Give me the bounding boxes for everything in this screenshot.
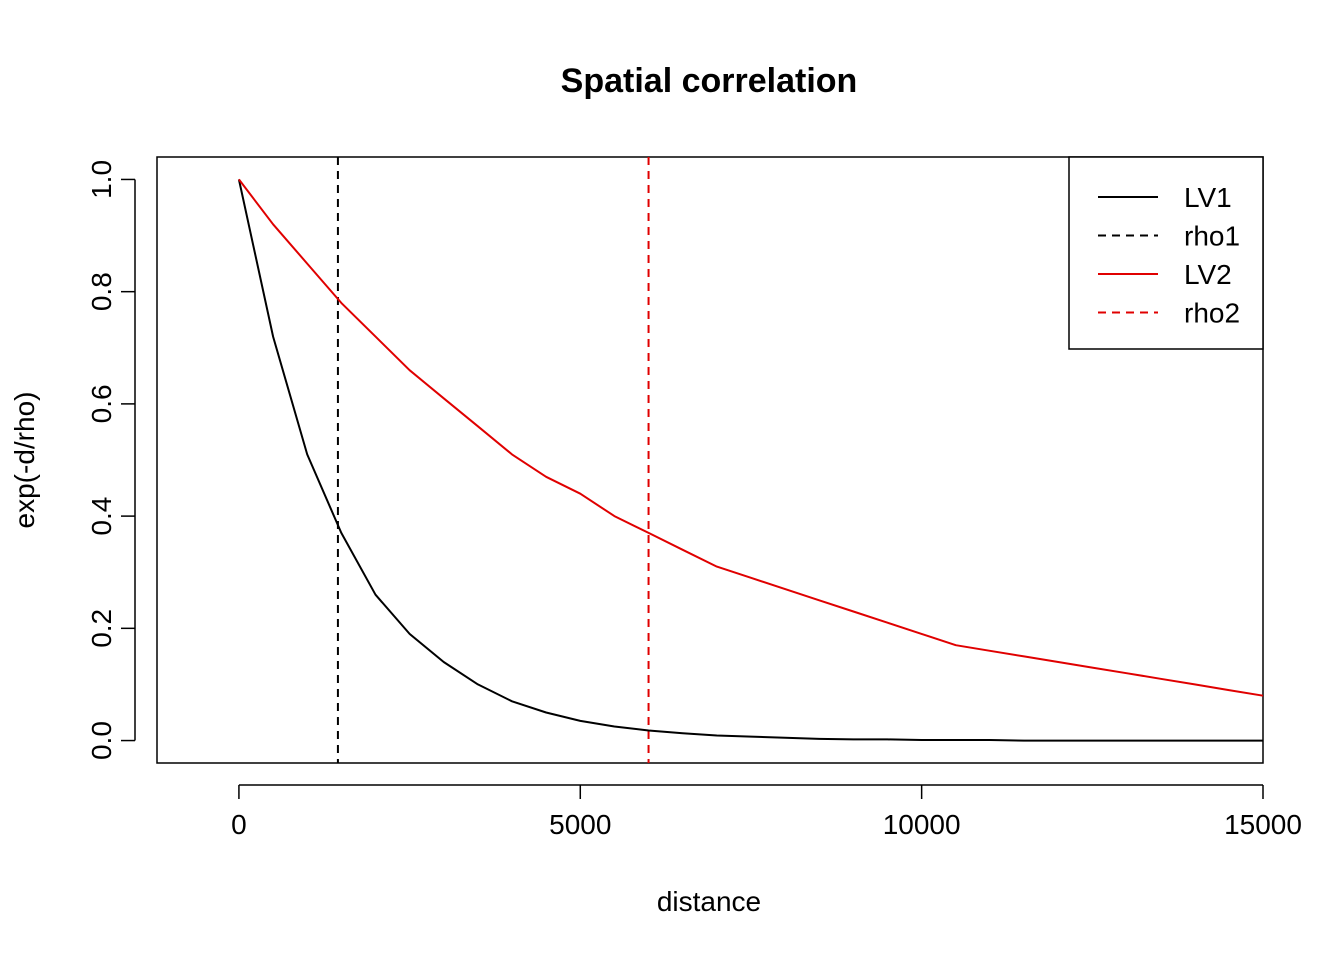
y-axis-label: exp(-d/rho) — [9, 392, 40, 529]
x-tick-label: 5000 — [549, 809, 611, 840]
x-tick-label: 15000 — [1224, 809, 1302, 840]
y-tick-label: 0.4 — [86, 497, 117, 536]
y-axis: 0.0 0.2 0.4 0.6 0.8 1.0 — [86, 160, 136, 760]
chart-title: Spatial correlation — [561, 62, 858, 100]
x-tick-label: 10000 — [883, 809, 961, 840]
plot-frame — [156, 156, 1264, 764]
legend-items: LV1 rho1 LV2 rho2 — [1098, 182, 1240, 329]
y-tick-label: 1.0 — [86, 160, 117, 199]
y-tick-label: 0.0 — [86, 721, 117, 760]
legend-label: rho2 — [1184, 298, 1240, 329]
legend-label: LV1 — [1184, 182, 1232, 213]
legend-box — [1068, 156, 1264, 350]
x-tick-label: 0 — [231, 809, 247, 840]
y-tick-label: 0.6 — [86, 384, 117, 423]
legend-label: rho1 — [1184, 221, 1240, 252]
series-line-lv2 — [238, 178, 1264, 697]
plot-content — [237, 157, 1264, 763]
x-axis: 0 5000 10000 15000 — [231, 784, 1302, 840]
y-tick-label: 0.2 — [86, 609, 117, 648]
legend-label: LV2 — [1184, 259, 1232, 290]
series-line-lv1 — [237, 179, 1263, 742]
x-axis-label: distance — [657, 886, 761, 917]
y-tick-label: 0.8 — [86, 272, 117, 311]
legend: LV1 rho1 LV2 rho2 — [1068, 156, 1264, 350]
